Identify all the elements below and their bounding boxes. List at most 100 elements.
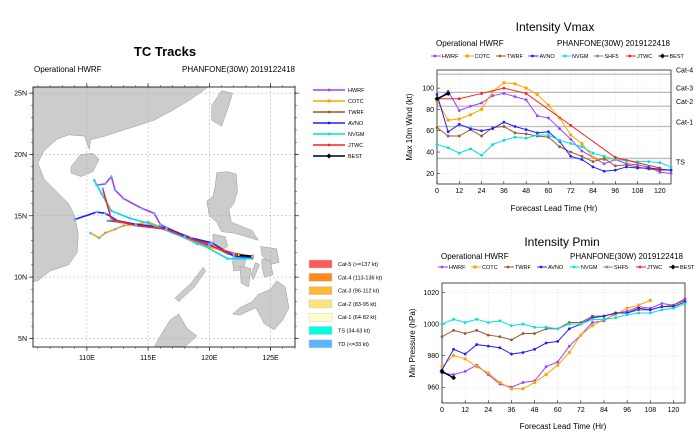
- cotc-marker: [569, 133, 573, 137]
- vmax-legend-label: BEST: [670, 54, 685, 60]
- twrf-marker: [446, 134, 450, 138]
- avno-marker: [502, 120, 506, 124]
- track-line: [238, 254, 253, 258]
- hwrf-marker: [433, 54, 437, 58]
- twrf-marker: [521, 332, 525, 335]
- vmax-ref-label: TS: [676, 159, 685, 166]
- nvgm-marker: [567, 322, 571, 326]
- cotc-marker: [637, 303, 641, 307]
- land-polygon: [206, 171, 259, 241]
- nvgm-marker: [602, 154, 606, 158]
- y-tick-label: 10N: [14, 275, 27, 282]
- pmin-legend-nvgm: NVGM: [570, 265, 598, 271]
- pmin-frame: [441, 282, 686, 404]
- pmin-legend-best: BEST: [669, 264, 695, 271]
- track-point: [103, 231, 107, 235]
- land-polygon: [174, 266, 206, 302]
- legend-item-cotc: COTC: [313, 99, 364, 105]
- y-tick-label: 5N: [18, 336, 27, 343]
- twrf-marker: [558, 145, 561, 149]
- vmax-x-tick-label: 60: [545, 188, 553, 195]
- pmin-x-tick-label: 84: [600, 407, 608, 414]
- track-point: [146, 221, 150, 225]
- hwrf-marker: [556, 360, 560, 364]
- pmin-series-hwrf: [440, 297, 687, 389]
- cotc-marker: [535, 93, 539, 97]
- avno-marker: [625, 165, 628, 169]
- nvgm-marker: [625, 313, 629, 316]
- cotc-marker: [533, 380, 537, 384]
- pmin-x-tick-label: 96: [623, 407, 631, 414]
- hwrf-marker: [452, 373, 455, 376]
- vmax-x-tick-label: 96: [611, 188, 619, 195]
- hwrf-marker: [660, 302, 664, 305]
- vmax-x-axis-label: Forecast Lead Time (Hr): [511, 204, 598, 213]
- vmax-line: [436, 94, 672, 172]
- vmax-x-tick-label: 108: [632, 188, 644, 195]
- vmax-legend-shf5: SHF5: [593, 54, 619, 60]
- hwrf-marker: [558, 127, 561, 130]
- pmin-legend-label: BEST: [680, 265, 695, 271]
- hwrf-marker: [463, 370, 467, 373]
- legend-item-avno: AVNO: [313, 121, 364, 127]
- track-point: [106, 219, 109, 222]
- nvgm-marker: [614, 316, 617, 320]
- avno-marker: [452, 347, 455, 351]
- vmax-series-best: [434, 90, 451, 102]
- nvgm-marker: [452, 317, 455, 321]
- land-masses: [33, 87, 290, 347]
- hwrf-marker: [521, 381, 525, 384]
- vmax-x-tick-label: 36: [500, 188, 508, 195]
- nvgm-marker: [463, 321, 467, 324]
- twrf-marker: [452, 328, 455, 332]
- pmin-legend-label: JTWC: [647, 265, 662, 271]
- vmax-series-cotc: [435, 81, 640, 165]
- track-point: [97, 236, 101, 240]
- land-polygon: [261, 258, 274, 278]
- hwrf-marker: [669, 171, 673, 175]
- track-point: [92, 178, 96, 182]
- vmax-series-jtwc: [435, 86, 662, 170]
- pmin-legend-label: AVNO: [548, 265, 564, 271]
- vmax-title: Intensity Vmax: [516, 20, 595, 34]
- category-label: Cat-5 (>=137 kt): [338, 262, 378, 268]
- hwrf-marker: [544, 365, 548, 369]
- vmax-legend-label: NVGM: [572, 54, 589, 60]
- twrf-marker: [625, 163, 628, 167]
- best-marker: [670, 264, 676, 270]
- cotc-marker: [580, 142, 584, 146]
- avno-marker: [457, 122, 461, 126]
- category-label: TD (<=33 kt): [338, 342, 369, 348]
- avno-marker: [591, 165, 595, 169]
- vmax-legend-avno: AVNO: [528, 54, 555, 60]
- track-point: [232, 254, 236, 258]
- vmax-x-tick-label: 48: [522, 188, 530, 195]
- avno-marker: [602, 169, 606, 173]
- vmax-ref-label: Cat-2: [676, 99, 693, 106]
- category-swatch: [308, 286, 333, 295]
- nvgm-marker: [556, 327, 560, 331]
- avno-marker: [547, 130, 550, 134]
- hwrf-marker: [567, 344, 571, 348]
- vmax-y-tick-label: 20: [426, 171, 434, 178]
- vmax-x-tick-label: 72: [567, 188, 575, 195]
- twrf-marker: [457, 134, 461, 138]
- cotc-marker: [544, 373, 548, 377]
- avno-marker: [510, 352, 513, 356]
- avno-marker: [469, 127, 472, 130]
- category-swatch: [308, 312, 333, 322]
- avno-marker: [647, 166, 651, 170]
- hwrf-marker: [602, 162, 606, 166]
- hwrf-marker: [658, 170, 662, 174]
- twrf-marker: [480, 134, 483, 138]
- land-polygon: [260, 246, 280, 266]
- hwrf-marker: [535, 114, 539, 118]
- vmax-legend-jtwc: JTWC: [626, 54, 652, 60]
- vmax-ref-label: Cat-1: [676, 119, 693, 126]
- x-tick-label: 125E: [262, 355, 279, 362]
- pmin-line: [441, 301, 686, 371]
- cotc-marker: [463, 357, 467, 361]
- vmax-y-tick-label: 80: [426, 107, 434, 114]
- jtwc-marker: [658, 166, 662, 170]
- nvgm-marker: [572, 265, 576, 269]
